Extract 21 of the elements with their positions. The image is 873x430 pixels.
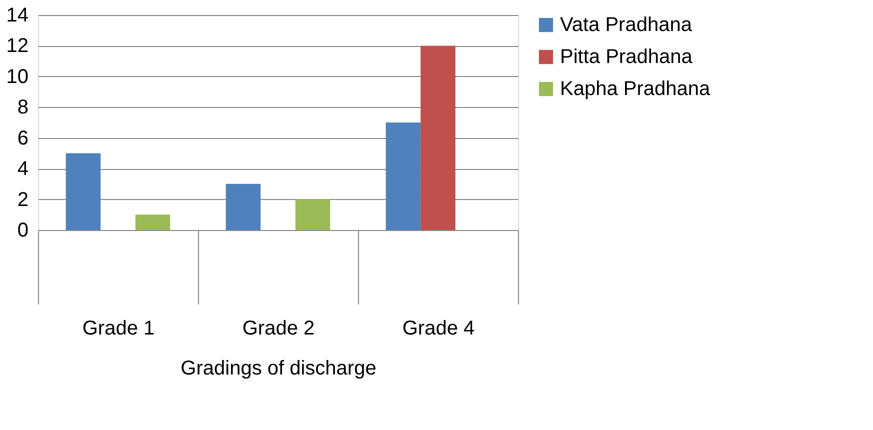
bar — [420, 46, 456, 230]
legend-label: Kapha Pradhana — [560, 78, 712, 100]
y-tick-label: 2 — [17, 188, 28, 211]
legend-label: Vata Pradhana — [560, 14, 693, 36]
y-tick-label: 4 — [17, 158, 28, 180]
bar — [295, 199, 330, 230]
bar — [135, 214, 170, 230]
x-tick-label: Grade 4 — [402, 318, 475, 340]
bar — [66, 153, 101, 230]
y-tick-label: 8 — [17, 96, 28, 119]
x-tick-label: Grade 2 — [242, 318, 315, 340]
bar — [386, 122, 421, 230]
x-axis-title: Gradings of discharge — [180, 358, 376, 380]
bar — [226, 184, 261, 230]
y-tick-label: 0 — [17, 220, 28, 242]
y-tick-label: 10 — [6, 66, 28, 88]
y-tick-label: 6 — [17, 127, 28, 150]
x-tick-label: Grade 1 — [82, 318, 155, 340]
y-tick-label: 14 — [6, 4, 28, 26]
legend-label: Pitta Pradhana — [560, 46, 694, 68]
y-tick-label: 12 — [6, 35, 28, 58]
